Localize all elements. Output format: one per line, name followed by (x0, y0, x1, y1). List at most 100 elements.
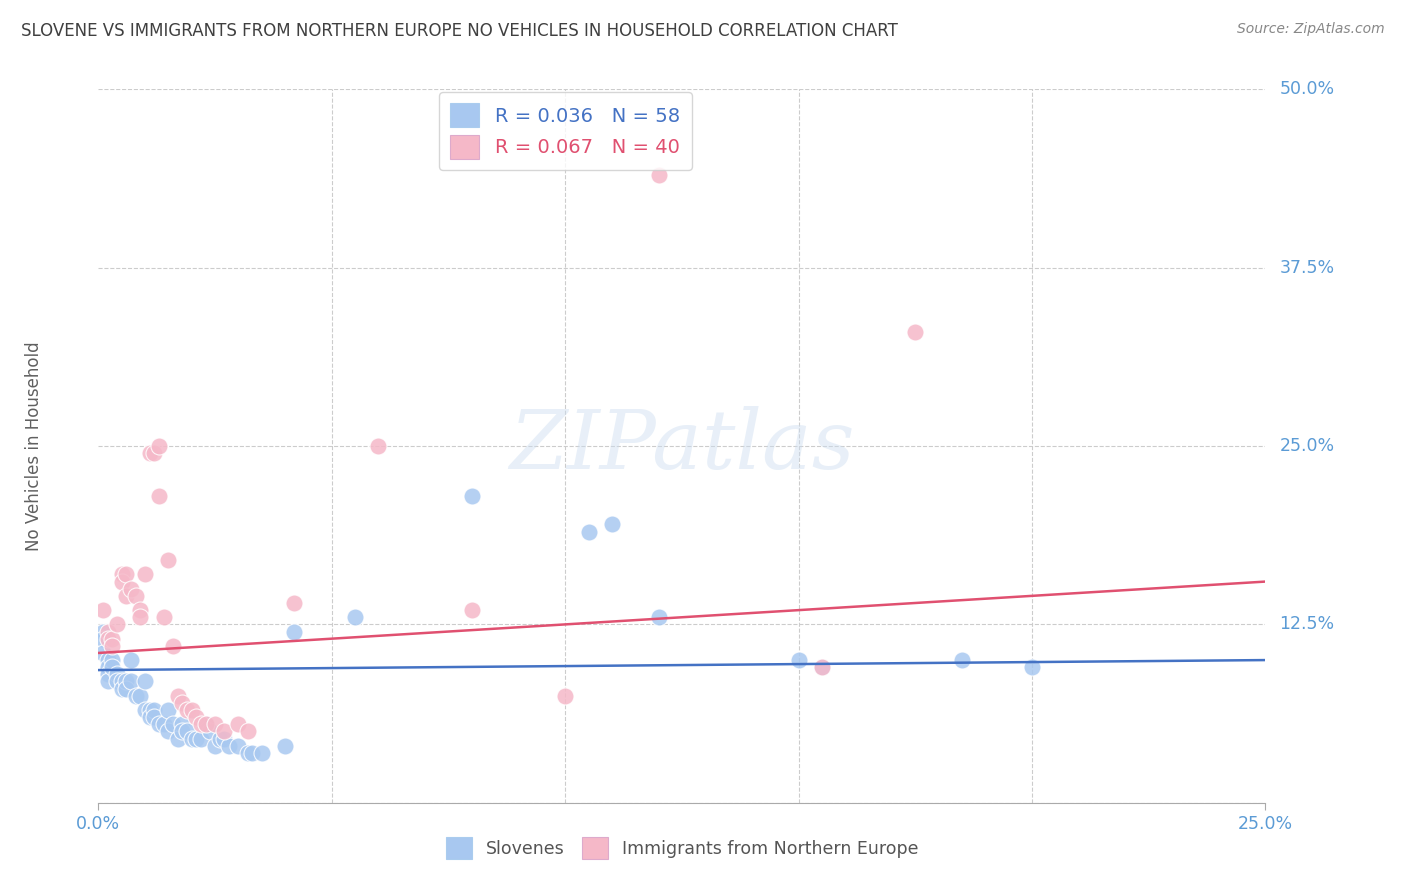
Point (91, 632, 114, 646)
Point (904, 325, 927, 339)
Point (172, 717, 194, 731)
Point (214, 731, 236, 746)
Point (176, 703, 198, 717)
Point (186, 710, 208, 724)
Text: SLOVENE VS IMMIGRANTS FROM NORTHERN EUROPE NO VEHICLES IN HOUSEHOLD CORRELATION : SLOVENE VS IMMIGRANTS FROM NORTHERN EURO… (21, 22, 898, 40)
Point (129, 689, 152, 703)
Point (811, 660, 834, 674)
Point (101, 660, 124, 674)
Point (157, 553, 180, 567)
Point (647, 168, 669, 182)
Point (166, 731, 188, 746)
Point (148, 717, 170, 731)
Point (172, 696, 194, 710)
Point (120, 653, 142, 667)
Point (647, 610, 669, 624)
Legend: Slovenes, Immigrants from Northern Europe: Slovenes, Immigrants from Northern Europ… (439, 830, 925, 865)
Point (367, 439, 389, 453)
Point (190, 717, 212, 731)
Point (274, 739, 297, 753)
Point (236, 746, 259, 760)
Point (148, 439, 170, 453)
Point (950, 653, 973, 667)
Point (125, 689, 148, 703)
Point (105, 667, 128, 681)
Point (115, 567, 138, 582)
Point (578, 524, 600, 539)
Point (115, 681, 138, 696)
Point (186, 731, 208, 746)
Point (162, 717, 184, 731)
Point (143, 710, 166, 724)
Point (461, 603, 484, 617)
Point (344, 610, 367, 624)
Point (91, 646, 114, 660)
Point (101, 632, 124, 646)
Text: ZIPatlas: ZIPatlas (509, 406, 855, 486)
Point (200, 724, 222, 739)
Point (152, 717, 174, 731)
Point (129, 603, 152, 617)
Point (157, 703, 180, 717)
Text: 25.0%: 25.0% (1279, 437, 1334, 455)
Point (190, 731, 212, 746)
Point (97, 674, 120, 689)
Point (111, 574, 134, 589)
Point (91, 624, 114, 639)
Point (228, 739, 250, 753)
Point (194, 717, 217, 731)
Point (250, 746, 273, 760)
Point (1021, 660, 1043, 674)
Point (148, 489, 170, 503)
Text: 50.0%: 50.0% (1279, 80, 1334, 98)
Point (236, 724, 259, 739)
Point (242, 746, 264, 760)
Point (283, 596, 305, 610)
Point (120, 582, 142, 596)
Point (111, 674, 134, 689)
Point (600, 517, 623, 532)
Point (139, 710, 162, 724)
Point (162, 639, 184, 653)
Point (152, 610, 174, 624)
Point (101, 653, 124, 667)
Text: 37.5%: 37.5% (1279, 259, 1334, 277)
Point (143, 703, 166, 717)
Point (97, 653, 120, 667)
Point (97, 624, 120, 639)
Point (129, 610, 152, 624)
Point (139, 703, 162, 717)
Point (97, 667, 120, 681)
Point (194, 717, 217, 731)
Point (204, 739, 226, 753)
Text: No Vehicles in Household: No Vehicles in Household (25, 341, 44, 551)
Point (101, 639, 124, 653)
Point (180, 703, 202, 717)
Point (97, 632, 120, 646)
Point (125, 589, 148, 603)
Point (157, 724, 180, 739)
Point (787, 653, 810, 667)
Point (461, 489, 484, 503)
Point (283, 624, 305, 639)
Point (120, 674, 142, 689)
Point (97, 660, 120, 674)
Point (139, 446, 162, 460)
Point (180, 731, 202, 746)
Point (105, 617, 128, 632)
Point (218, 739, 240, 753)
Point (208, 731, 231, 746)
Point (204, 717, 226, 731)
Point (134, 674, 156, 689)
Point (111, 567, 134, 582)
Text: 12.5%: 12.5% (1279, 615, 1334, 633)
Point (214, 724, 236, 739)
Point (134, 567, 156, 582)
Point (111, 681, 134, 696)
Point (91, 603, 114, 617)
Point (134, 703, 156, 717)
Point (176, 724, 198, 739)
Point (166, 689, 188, 703)
Point (143, 446, 166, 460)
Point (115, 674, 138, 689)
